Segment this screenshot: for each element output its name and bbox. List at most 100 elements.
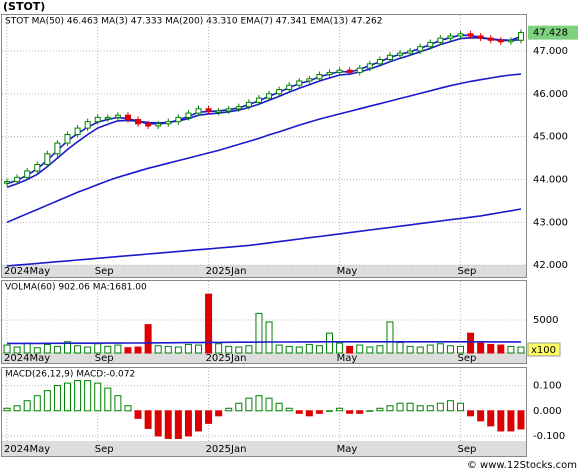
macd-bar (477, 410, 485, 422)
candle (124, 114, 131, 121)
candle (94, 116, 101, 123)
candle (467, 33, 474, 37)
macd-bar (74, 380, 82, 412)
volume-bar (43, 343, 51, 354)
last-price-label: 47.428 (533, 28, 568, 39)
volume-bar (305, 343, 313, 354)
candle (145, 123, 152, 127)
volume-bar (285, 345, 293, 354)
volume-bar (33, 347, 41, 354)
volume-ma-line (7, 341, 521, 345)
candle (366, 63, 373, 69)
macd-bar (265, 397, 273, 412)
macd-bar (336, 407, 344, 412)
macd-bar (517, 410, 525, 430)
candle (74, 127, 81, 136)
volume-bar (174, 346, 182, 354)
volume-bar (164, 345, 172, 354)
x-tick-label: May (337, 353, 358, 364)
volume-bar (366, 346, 374, 354)
volume-bar (336, 342, 344, 354)
volume-bar (235, 346, 243, 354)
macd-bar (184, 410, 192, 437)
unit-label: x100 (531, 345, 556, 356)
macd-bar (164, 410, 172, 439)
x-tick-label: May (337, 266, 358, 277)
candle (417, 46, 424, 52)
x-tick-label: 2025Jan (206, 353, 247, 364)
macd-bar (376, 407, 384, 412)
volume-bar (64, 341, 71, 354)
macd-bar (457, 402, 464, 412)
macd-bar (114, 395, 122, 412)
macd-bar (235, 402, 243, 412)
volume-bar (225, 345, 233, 354)
candle (155, 123, 162, 127)
volume-bar (13, 346, 21, 354)
volume-bar (53, 345, 61, 354)
volume-bar (436, 343, 444, 354)
macd-bar (13, 405, 21, 412)
volume-bar (195, 344, 202, 354)
candle (44, 153, 51, 165)
candle (114, 114, 121, 118)
candle (135, 119, 142, 125)
ma-line (6, 34, 522, 185)
candle (507, 39, 514, 43)
candle (175, 116, 182, 123)
candle (386, 54, 393, 61)
volume-bar (154, 345, 162, 354)
x-tick-label: May (337, 444, 358, 455)
x-axis-strip (2, 265, 526, 277)
ma-line (6, 208, 522, 267)
x-tick-label: Sep (95, 353, 114, 364)
macd-bar (195, 410, 202, 432)
volume-bar (416, 346, 424, 354)
volume-bar (124, 347, 132, 354)
macd-bar (406, 402, 414, 412)
macd-bar (154, 410, 162, 437)
macd-bar (104, 387, 112, 412)
macd-bar (205, 410, 213, 424)
macd-bar (497, 410, 505, 432)
macd-bar (446, 400, 454, 412)
candle (397, 52, 404, 56)
candle (326, 71, 333, 76)
x-tick-label: Sep (95, 266, 114, 277)
candle (276, 89, 283, 95)
candle (104, 116, 111, 120)
macd-bar (366, 410, 374, 412)
x-tick-label: 2024May (4, 444, 50, 455)
x-tick-label: Sep (458, 353, 477, 364)
volume-bar (326, 332, 333, 354)
volume-bar (426, 344, 434, 354)
macd-legend: MACD(26,12,9) MACD:-0.072 (5, 370, 135, 380)
macd-bar (467, 410, 475, 417)
macd-bar (3, 407, 11, 412)
macd-bar (144, 410, 152, 429)
macd-bar (134, 410, 142, 419)
volume-bar (507, 345, 515, 354)
volume-bar (477, 342, 485, 354)
candle (64, 134, 71, 144)
macd-bar (245, 397, 253, 412)
x-tick-label: 2024May (4, 353, 50, 364)
macd-bar (315, 410, 323, 414)
macd-bar (356, 410, 364, 414)
macd-bar (215, 410, 223, 417)
x-tick-label: Sep (458, 266, 477, 277)
candle (487, 37, 494, 41)
macd-bar (426, 405, 434, 412)
macd-bar (346, 410, 354, 414)
candle (336, 69, 343, 73)
volume-bar (497, 344, 505, 354)
x-axis-strip (2, 441, 526, 456)
macd-bar (53, 385, 61, 412)
macd-bar (64, 382, 71, 412)
macd-bar (285, 407, 293, 412)
last-price-box (528, 25, 578, 40)
candle (245, 101, 252, 108)
macd-bar (275, 402, 283, 412)
candle (215, 110, 222, 113)
candle (24, 170, 31, 178)
